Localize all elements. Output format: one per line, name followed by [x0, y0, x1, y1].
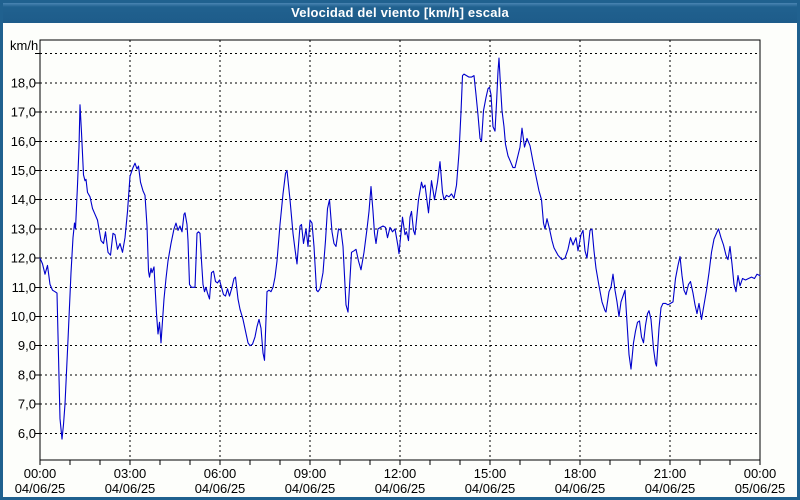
- y-tick-label: 17,0: [11, 105, 36, 120]
- x-tick-time-label: 00:00: [24, 466, 57, 481]
- x-tick-date-label: 04/06/25: [105, 481, 156, 496]
- x-tick-date-label: 04/06/25: [285, 481, 336, 496]
- x-tick-time-label: 12:00: [384, 466, 417, 481]
- x-tick-date-label: 04/06/25: [15, 481, 66, 496]
- x-tick-time-label: 21:00: [654, 466, 687, 481]
- x-tick-time-label: 09:00: [294, 466, 327, 481]
- y-axis-unit-label: km/h: [10, 38, 38, 53]
- chart-content: 6,0 7,0 8,0 9,0 10,0 11,0 12,0 13,0 14,0 15,0 16,0…: [3, 23, 797, 497]
- x-tick-date-label: 04/06/25: [375, 481, 426, 496]
- y-tick-label: 15,0: [11, 163, 36, 178]
- y-tick-label: 6,0: [18, 426, 36, 441]
- wind-speed-series-line: [39, 57, 761, 440]
- y-tick-label: 12,0: [11, 251, 36, 266]
- x-tick-time-label: 18:00: [564, 466, 597, 481]
- x-tick-time-label: 06:00: [204, 466, 237, 481]
- y-tick-label: 9,0: [18, 338, 36, 353]
- y-tick-label: 10,0: [11, 309, 36, 324]
- y-tick-label: 14,0: [11, 192, 36, 207]
- y-tick-label: 7,0: [18, 397, 36, 412]
- chart-title: Velocidad del viento [km/h] escala: [291, 5, 509, 20]
- y-tick-label: 18,0: [11, 75, 36, 90]
- y-tick-label: 11,0: [12, 280, 36, 295]
- plot-border: [39, 39, 761, 461]
- title-bar[interactable]: Velocidad del viento [km/h] escala: [3, 3, 797, 23]
- x-tick-time-label: 00:00: [744, 466, 777, 481]
- x-tick-time-label: 03:00: [114, 466, 147, 481]
- y-tick-label: 16,0: [11, 134, 36, 149]
- x-tick-time-label: 15:00: [474, 466, 507, 481]
- wind-speed-line-chart[interactable]: 6,0 7,0 8,0 9,0 10,0 11,0 12,0 13,0 14,0 15,0 16,0…: [3, 23, 797, 497]
- x-tick-date-label: 04/06/25: [465, 481, 516, 496]
- y-tick-label: 8,0: [18, 367, 36, 382]
- x-tick-date-label: 04/06/25: [645, 481, 696, 496]
- y-tick-label: 13,0: [11, 221, 36, 236]
- x-tick-date-label: 04/06/25: [195, 481, 246, 496]
- x-tick-date-label: 05/06/25: [735, 481, 786, 496]
- x-tick-date-label: 04/06/25: [555, 481, 606, 496]
